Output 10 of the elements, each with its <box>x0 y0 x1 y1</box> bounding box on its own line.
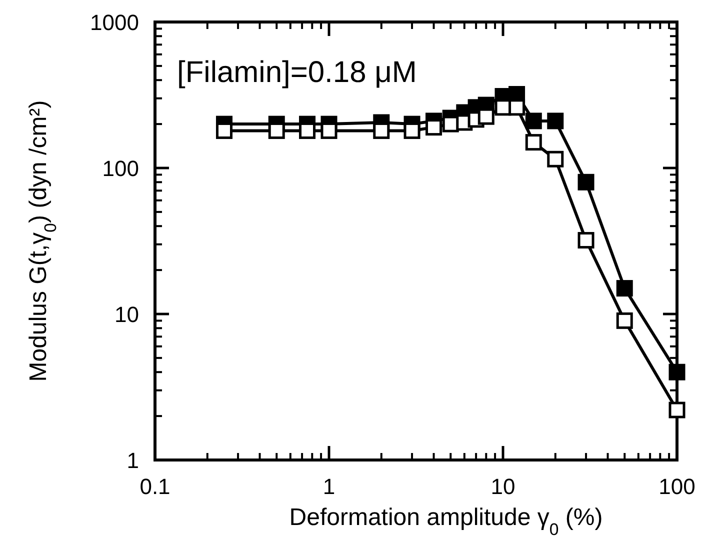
y-tick-label: 10 <box>114 302 139 327</box>
x-tick-label: 10 <box>490 474 516 499</box>
x-tick-label: 100 <box>658 474 696 499</box>
x-axis-title: Deformation amplitude γ$_{0}$ (%) <box>289 504 603 537</box>
y-tick-label: 100 <box>102 156 139 181</box>
y-tick-label: 1 <box>126 448 139 473</box>
x-tick-label: 0.1 <box>140 474 170 499</box>
x-tick-label: 1 <box>322 474 336 499</box>
y-tick-label: 1000 <box>90 10 139 35</box>
annotation: [Filamin]=0.18 μM <box>177 56 417 89</box>
